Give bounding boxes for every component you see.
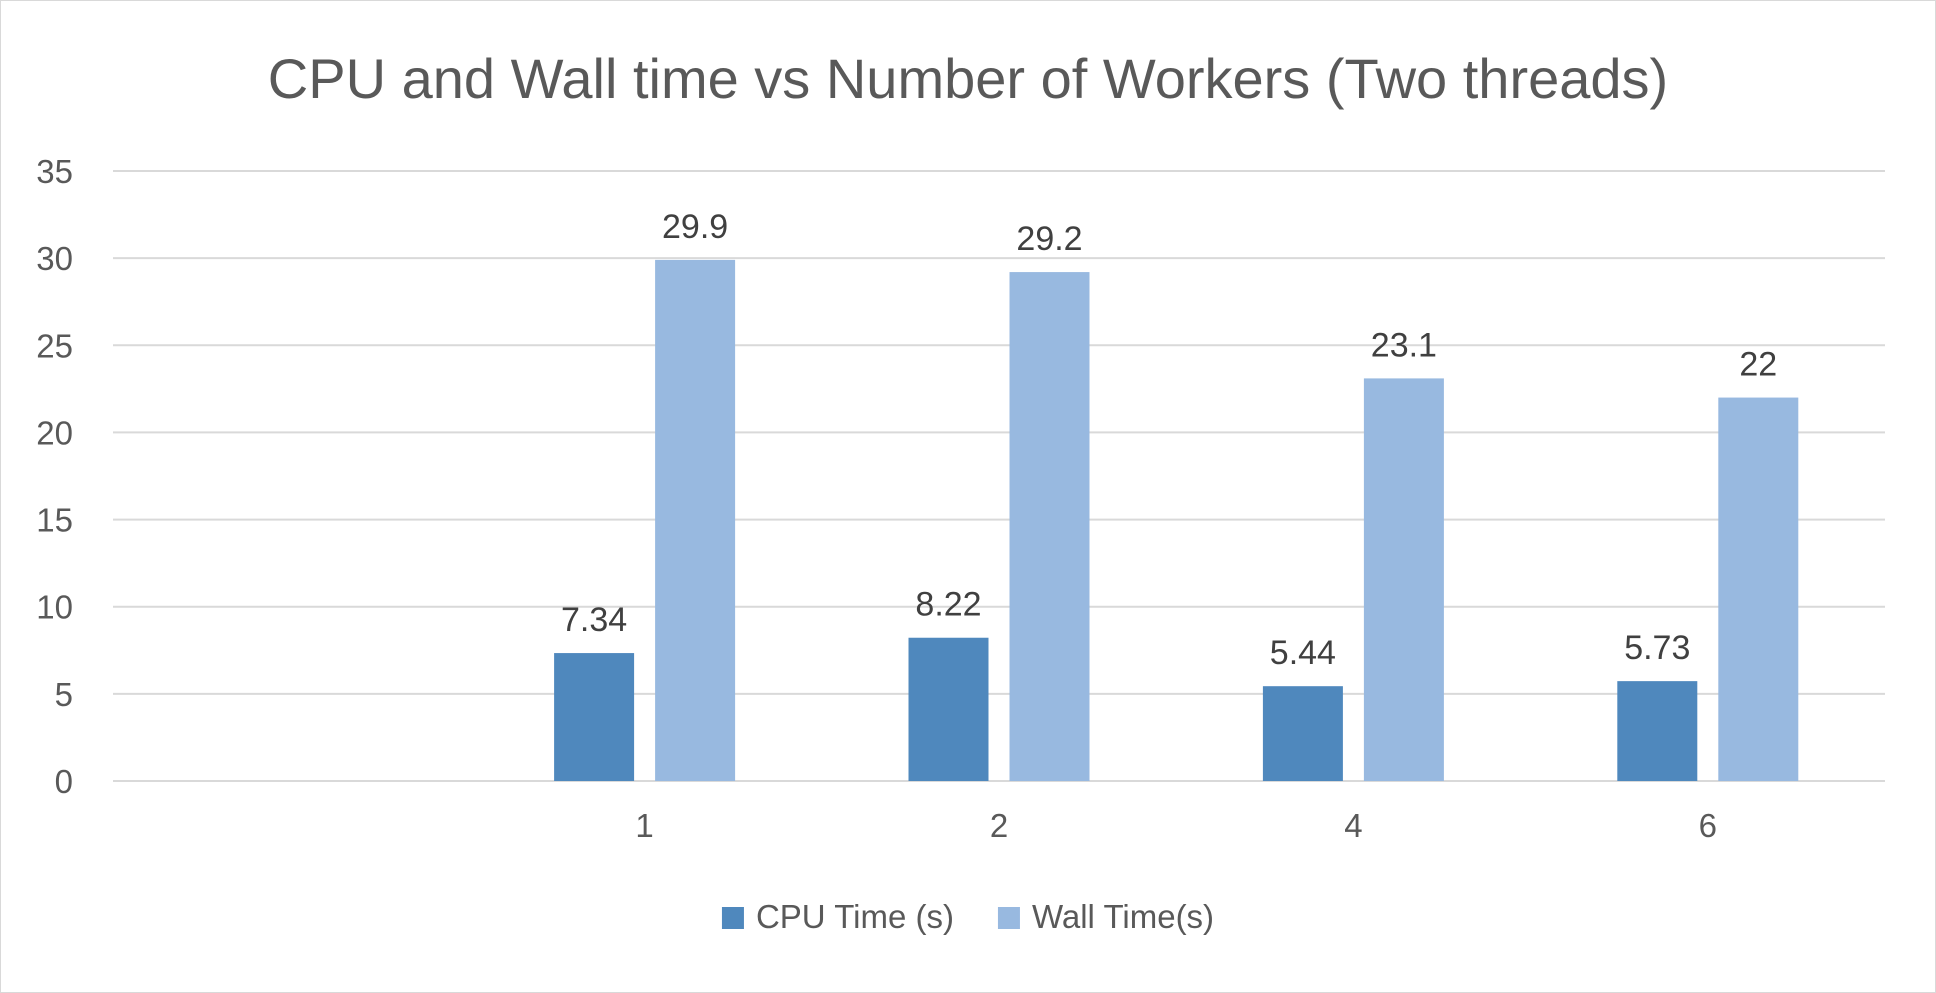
x-tick-label: 6 <box>1699 807 1717 844</box>
y-axis-ticks: 0 5 10 15 20 25 30 35 <box>36 153 73 800</box>
legend-swatch <box>997 907 1020 929</box>
bar <box>1363 378 1444 781</box>
legend-item: Wall Time(s) <box>997 898 1214 935</box>
bar <box>554 653 635 781</box>
data-label: 8.22 <box>915 586 981 624</box>
x-tick-label: 1 <box>635 807 653 844</box>
x-tick-label: 4 <box>1344 807 1362 844</box>
y-tick-label: 30 <box>36 240 73 277</box>
gridlines <box>113 170 1885 782</box>
data-label: 23.1 <box>1371 326 1437 364</box>
data-label: 29.2 <box>1016 220 1082 258</box>
bar <box>1262 686 1343 781</box>
y-tick-label: 0 <box>55 763 73 800</box>
data-label: 5.73 <box>1624 629 1690 667</box>
legend-item: CPU Time (s) <box>721 898 954 935</box>
bar <box>1718 397 1799 781</box>
data-label: 5.44 <box>1270 634 1336 672</box>
y-tick-label: 25 <box>36 327 73 364</box>
y-tick-label: 20 <box>36 414 73 451</box>
bars <box>554 259 1799 781</box>
legend-label: CPU Time (s) <box>756 898 954 935</box>
bar <box>908 637 989 781</box>
y-tick-label: 10 <box>36 589 73 626</box>
bar <box>1617 681 1698 781</box>
legend: CPU Time (s) Wall Time(s) <box>721 898 1214 935</box>
y-tick-label: 5 <box>55 676 73 713</box>
bar <box>1009 272 1090 781</box>
data-labels: 7.34 29.9 8.22 29.2 5.44 23.1 5.73 22 <box>561 208 1777 672</box>
chart-title: CPU and Wall time vs Number of Workers (… <box>268 47 1668 110</box>
data-label: 7.34 <box>561 601 627 639</box>
y-tick-label: 15 <box>36 502 73 539</box>
x-axis-ticks: 1 2 4 6 <box>635 807 1717 844</box>
data-label: 29.9 <box>662 208 728 246</box>
y-tick-label: 35 <box>36 153 73 190</box>
bar <box>655 259 736 781</box>
x-tick-label: 2 <box>990 807 1008 844</box>
legend-swatch <box>721 907 744 929</box>
data-label: 22 <box>1739 346 1777 384</box>
legend-label: Wall Time(s) <box>1032 898 1214 935</box>
